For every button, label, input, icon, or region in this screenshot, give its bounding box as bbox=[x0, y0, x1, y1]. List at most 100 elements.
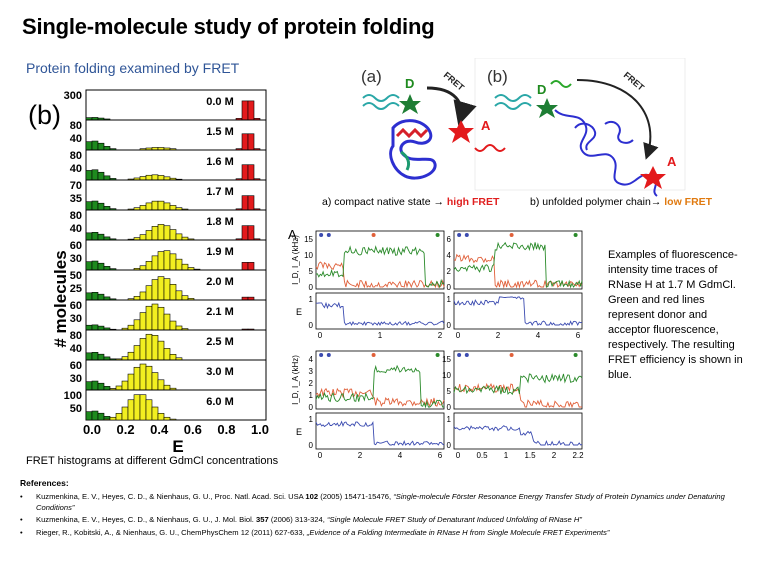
state-marker-dot bbox=[319, 233, 324, 237]
caption-b-text: b) unfolded polymer chain→ bbox=[530, 196, 665, 208]
histogram-bar bbox=[151, 335, 159, 361]
histogram-panel-frame bbox=[85, 359, 267, 391]
efficiency-ytick: 1 bbox=[309, 295, 314, 304]
histogram-bar bbox=[127, 324, 135, 331]
histogram-xtick-label: 0.2 bbox=[117, 422, 135, 437]
native-protein-strand bbox=[400, 150, 411, 171]
donor-excitation-wave-a bbox=[362, 94, 400, 102]
histogram-bar bbox=[127, 373, 135, 391]
histogram-bar bbox=[145, 261, 153, 271]
efficiency-trace-frame bbox=[453, 292, 583, 330]
donor-trace bbox=[453, 372, 583, 396]
histogram-bar bbox=[157, 379, 165, 391]
native-protein-helix bbox=[395, 127, 429, 139]
histogram-bar bbox=[85, 261, 93, 271]
histogram-bar bbox=[133, 296, 141, 301]
histogram-ytick-mid: 40 bbox=[70, 343, 82, 355]
histogram-bar bbox=[241, 195, 249, 211]
histogram-bar bbox=[163, 278, 171, 301]
histogram-ytick-top: 60 bbox=[70, 300, 82, 312]
histogram-bar bbox=[163, 384, 171, 391]
histogram-bar bbox=[103, 266, 111, 271]
efficiency-trace bbox=[315, 420, 445, 446]
histogram-bar bbox=[91, 410, 99, 421]
histogram-ytick-top: 50 bbox=[70, 270, 82, 282]
state-marker-dot bbox=[435, 233, 440, 237]
histogram-bar bbox=[145, 174, 153, 181]
histogram-xtick-label: 1.0 bbox=[251, 422, 269, 437]
histogram-bar bbox=[175, 233, 183, 241]
histogram-bar bbox=[169, 418, 177, 421]
fret-arrow-a bbox=[426, 86, 477, 126]
state-marker-dot bbox=[326, 353, 331, 357]
state-marker-dot bbox=[464, 353, 469, 357]
histogram-bar bbox=[157, 306, 165, 331]
histogram-bar bbox=[103, 206, 111, 211]
histogram-bar bbox=[85, 352, 93, 361]
histogram-bar bbox=[91, 352, 99, 361]
histogram-bar bbox=[97, 262, 105, 271]
state-marker-dot bbox=[457, 233, 462, 237]
histogram-bar bbox=[97, 325, 105, 331]
trace-xtick: 6 bbox=[576, 331, 581, 340]
histogram-bar bbox=[151, 372, 159, 391]
histogram-bar bbox=[133, 345, 141, 361]
histogram-concentration-label: 3.0 M bbox=[206, 366, 234, 378]
histogram-bar bbox=[139, 291, 147, 301]
histogram-bar bbox=[163, 416, 171, 421]
histogram-bar bbox=[151, 303, 159, 331]
histogram-bar bbox=[127, 399, 135, 421]
histogram-bar bbox=[175, 325, 183, 331]
histogram-bar bbox=[151, 226, 159, 241]
histogram-bar bbox=[139, 265, 147, 271]
schematic-caption-b: b) unfolded polymer chain→ low FRET bbox=[530, 196, 712, 208]
histogram-y-axis-label: # molecules bbox=[51, 250, 70, 347]
histogram-ytick-mid: 30 bbox=[70, 373, 82, 385]
histogram-bar bbox=[133, 366, 141, 391]
trace-ytick: 15 bbox=[304, 235, 313, 244]
efficiency-ytick: 1 bbox=[447, 415, 452, 424]
efficiency-ytick: 0 bbox=[447, 321, 452, 330]
histogram-ytick-top: 80 bbox=[70, 150, 82, 162]
histogram-bar bbox=[115, 413, 123, 421]
histogram-bar bbox=[85, 201, 93, 211]
acceptor-trace bbox=[315, 261, 445, 289]
histogram-bar bbox=[115, 385, 123, 391]
histogram-bar bbox=[97, 202, 105, 211]
trace-xtick: 2 bbox=[438, 331, 443, 340]
trace-xtick: 2 bbox=[552, 451, 557, 460]
histogram-bar bbox=[97, 233, 105, 241]
histogram-bar bbox=[247, 164, 255, 181]
histogram-bar bbox=[241, 133, 249, 151]
histogram-bar bbox=[91, 292, 99, 301]
histogram-ytick-mid: 40 bbox=[70, 133, 82, 145]
trace-xtick: 2 bbox=[358, 451, 363, 460]
histogram-bar bbox=[157, 200, 165, 211]
histogram-bar bbox=[169, 284, 177, 301]
histogram-xtick-label: 0.6 bbox=[184, 422, 202, 437]
histogram-panel-frame bbox=[85, 179, 267, 211]
histogram-bar bbox=[151, 255, 159, 271]
histogram-bar bbox=[151, 200, 159, 211]
histogram-bar bbox=[91, 200, 99, 211]
trace-xtick: 4 bbox=[536, 331, 541, 340]
references-heading: References: bbox=[20, 478, 69, 488]
histogram-bar bbox=[85, 381, 93, 391]
state-marker-dot bbox=[464, 233, 469, 237]
trace-ytick: 0 bbox=[447, 283, 452, 292]
histogram-ytick-top: 60 bbox=[70, 360, 82, 372]
histogram-bar bbox=[139, 363, 147, 391]
histogram-bar bbox=[85, 411, 93, 421]
histogram-bar bbox=[175, 290, 183, 301]
histogram-bar bbox=[139, 234, 147, 241]
efficiency-y-axis-label: E bbox=[296, 427, 302, 437]
histogram-ytick-top: 300 bbox=[64, 90, 82, 102]
efficiency-trace-frame bbox=[453, 412, 583, 450]
trace-ytick: 2 bbox=[447, 267, 452, 276]
histogram-bar bbox=[97, 293, 105, 301]
trace-xtick: 4 bbox=[398, 451, 403, 460]
histogram-concentration-label: 1.6 M bbox=[206, 156, 234, 168]
trace-xtick: 2 bbox=[496, 331, 501, 340]
